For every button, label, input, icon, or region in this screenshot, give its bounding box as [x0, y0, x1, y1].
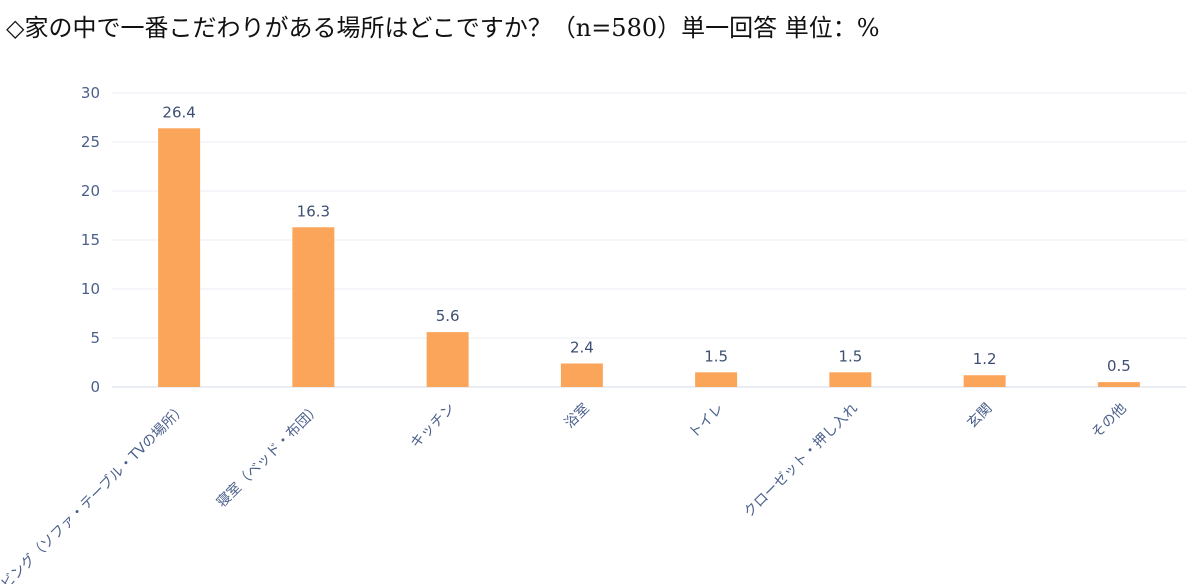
- y-tick-label: 20: [81, 182, 100, 200]
- bar: [560, 363, 603, 387]
- bar: [1097, 382, 1140, 387]
- data-label: 1.2: [973, 350, 997, 368]
- category-label: その他: [1089, 401, 1130, 442]
- category-label: 寝室（ベッド・布団）: [213, 400, 324, 511]
- category-label: クローゼット・押し入れ: [741, 401, 861, 521]
- bar: [695, 372, 738, 387]
- data-label: 5.6: [436, 307, 460, 325]
- category-label: キッチン: [408, 401, 459, 452]
- y-axis-ticks: 0 5 10 15 20 25 30: [81, 84, 100, 396]
- category-label: 浴室: [561, 400, 593, 432]
- bar: [963, 375, 1006, 387]
- data-label: 16.3: [297, 202, 330, 220]
- bar: [292, 227, 335, 387]
- category-labels: リビング（ソファ・テーブル・TVの場所） 寝室（ベッド・布団） キッチン 浴室 トイレク…: [0, 400, 1130, 584]
- bars: [158, 128, 1140, 387]
- data-label: 26.4: [162, 103, 195, 121]
- data-label: 1.5: [838, 347, 862, 365]
- y-tick-label: 10: [81, 280, 100, 298]
- category-label: トイレ: [686, 401, 727, 442]
- y-tick-label: 15: [81, 231, 100, 249]
- data-labels: 26.4 16.3 5.6 2.4 1.5 1.5 1.2 0.5: [162, 103, 1130, 375]
- y-tick-label: 30: [81, 84, 100, 102]
- category-label: 玄関: [964, 400, 996, 432]
- data-label: 0.5: [1107, 357, 1131, 375]
- data-label: 2.4: [570, 338, 594, 356]
- bar: [829, 372, 872, 387]
- category-label: リビング（ソファ・テーブル・TVの場所）: [0, 400, 190, 584]
- bar: [426, 332, 469, 387]
- gridlines: [112, 92, 1186, 388]
- bar: [158, 128, 201, 387]
- y-tick-label: 25: [81, 133, 100, 151]
- y-tick-label: 5: [90, 329, 100, 347]
- chart-title: ◇家の中で一番こだわりがある場所はどこですか？（n=580）単一回答 単位：%: [6, 14, 880, 42]
- y-tick-label: 0: [90, 378, 100, 396]
- data-label: 1.5: [704, 347, 728, 365]
